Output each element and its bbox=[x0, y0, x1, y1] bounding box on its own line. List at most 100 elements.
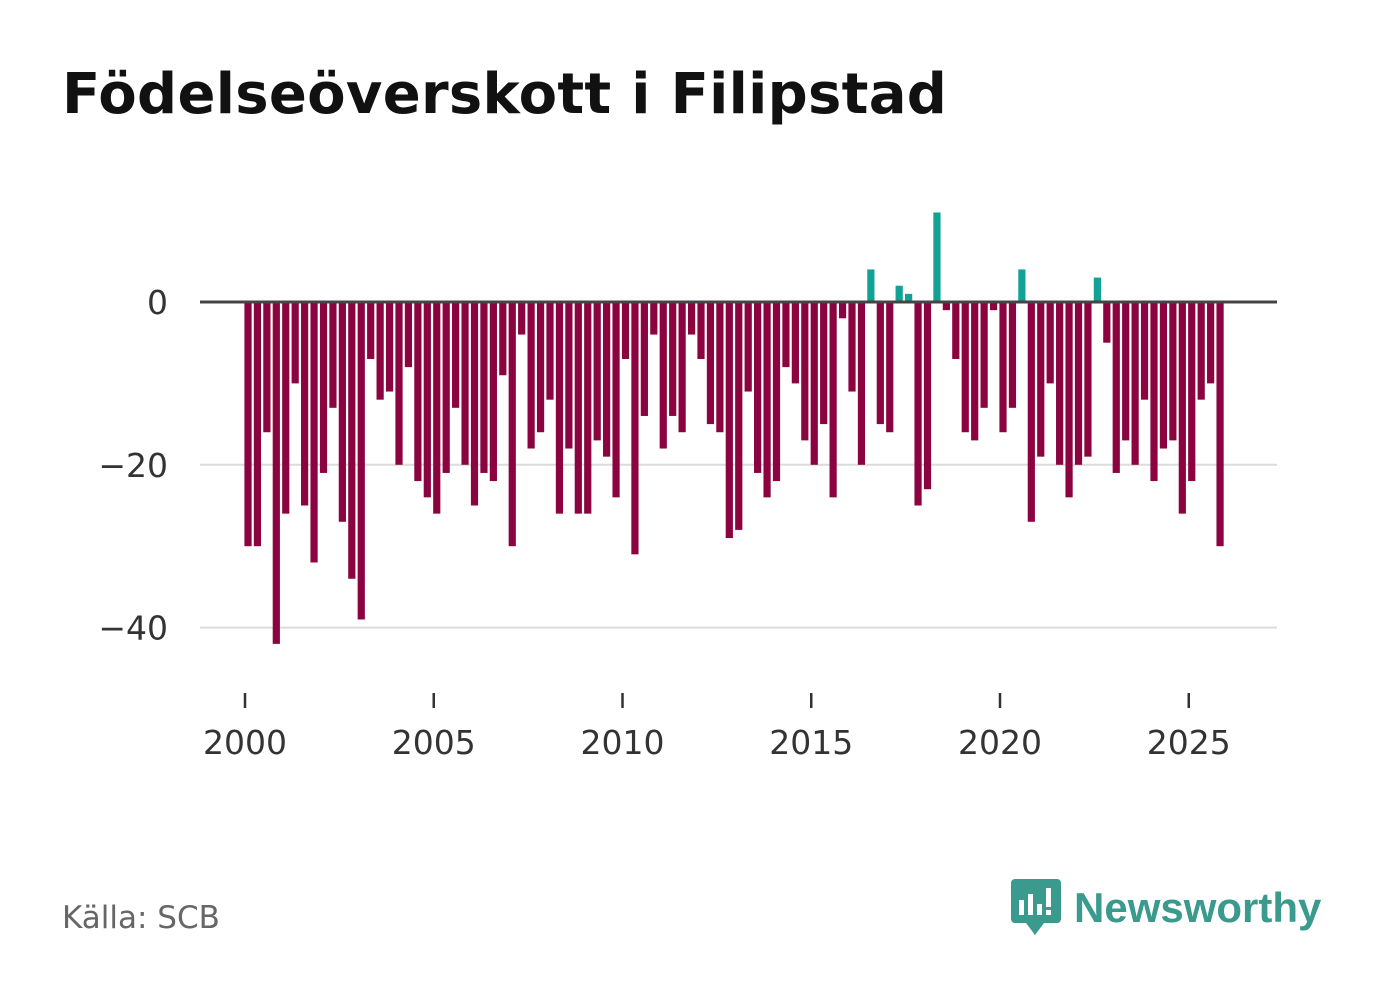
x-axis-ticks: 2000 2005 2010 2015 2020 2025 bbox=[203, 693, 1231, 762]
bar bbox=[1197, 302, 1205, 400]
bar bbox=[999, 302, 1007, 433]
bar bbox=[461, 302, 469, 465]
bar bbox=[848, 302, 856, 392]
bar bbox=[480, 302, 488, 473]
bar bbox=[357, 302, 365, 620]
bar bbox=[716, 302, 724, 433]
bar bbox=[1046, 302, 1054, 384]
bar bbox=[971, 302, 979, 441]
bar bbox=[1084, 302, 1092, 457]
bar bbox=[546, 302, 554, 400]
bar bbox=[1065, 302, 1073, 498]
bar-series bbox=[244, 212, 1224, 644]
bar bbox=[838, 302, 847, 319]
source-label: Källa: SCB bbox=[62, 900, 220, 936]
bar bbox=[1159, 302, 1168, 449]
bar bbox=[565, 302, 573, 449]
bar bbox=[527, 302, 535, 449]
bar bbox=[725, 302, 733, 539]
bar bbox=[603, 302, 611, 457]
bar bbox=[933, 212, 941, 302]
bar bbox=[810, 302, 818, 465]
bar bbox=[319, 302, 328, 473]
bar bbox=[1169, 302, 1177, 441]
bar bbox=[593, 302, 601, 441]
bar bbox=[1188, 302, 1196, 482]
x-tick-label: 2010 bbox=[581, 723, 665, 762]
bar bbox=[423, 302, 431, 498]
bar bbox=[338, 302, 346, 522]
chart-title: Födelseöverskott i Filipstad bbox=[62, 62, 948, 127]
bar bbox=[1122, 302, 1130, 441]
bar bbox=[659, 302, 667, 449]
bar bbox=[876, 302, 884, 425]
y-axis-ticks: 0 −20 −40 bbox=[98, 283, 168, 648]
bar bbox=[499, 302, 507, 376]
bar bbox=[536, 302, 545, 433]
bar bbox=[782, 302, 790, 368]
bar bbox=[452, 302, 460, 408]
bar bbox=[1140, 302, 1149, 400]
bar bbox=[621, 302, 630, 359]
bar bbox=[989, 302, 998, 311]
bar bbox=[697, 302, 705, 359]
x-tick-label: 2005 bbox=[392, 723, 476, 762]
bar bbox=[1207, 302, 1215, 384]
bar bbox=[1074, 302, 1083, 465]
bar bbox=[914, 302, 922, 506]
bar bbox=[772, 302, 781, 482]
bar bbox=[282, 302, 290, 514]
bar bbox=[886, 302, 894, 433]
bar bbox=[555, 302, 564, 514]
bar bbox=[329, 302, 337, 408]
bar bbox=[385, 302, 394, 392]
bar bbox=[367, 302, 375, 359]
bar bbox=[640, 302, 648, 416]
bar bbox=[612, 302, 620, 498]
bar bbox=[348, 302, 356, 579]
bar bbox=[1008, 302, 1017, 408]
bar bbox=[508, 302, 516, 547]
bar bbox=[1056, 302, 1064, 465]
bar bbox=[942, 302, 950, 311]
bar bbox=[1112, 302, 1120, 473]
bar bbox=[263, 302, 271, 433]
bar bbox=[735, 302, 743, 530]
bar bbox=[801, 302, 809, 441]
bar bbox=[433, 302, 441, 514]
brand-name: Newsworthy bbox=[1074, 884, 1322, 931]
y-tick-label: 0 bbox=[147, 283, 168, 322]
x-tick-label: 2000 bbox=[203, 723, 287, 762]
bar bbox=[253, 302, 262, 547]
bar bbox=[489, 302, 497, 482]
bar bbox=[687, 302, 696, 335]
bar bbox=[442, 302, 450, 473]
x-tick-label: 2015 bbox=[769, 723, 853, 762]
x-tick-label: 2025 bbox=[1147, 723, 1231, 762]
bar bbox=[1131, 302, 1139, 465]
newsworthy-logo-icon bbox=[1011, 879, 1061, 935]
bar bbox=[1150, 302, 1158, 482]
bar bbox=[584, 302, 592, 514]
bar bbox=[980, 302, 988, 408]
bar bbox=[376, 302, 384, 400]
bar bbox=[763, 302, 771, 498]
y-tick-label: −20 bbox=[98, 446, 168, 485]
bar bbox=[1216, 302, 1224, 547]
bar bbox=[791, 302, 799, 384]
bar bbox=[310, 302, 318, 563]
bar bbox=[1103, 302, 1111, 343]
bar bbox=[754, 302, 762, 473]
bar bbox=[301, 302, 309, 506]
bar bbox=[518, 302, 526, 335]
bar bbox=[961, 302, 969, 433]
brand-logo[interactable]: Newsworthy bbox=[1010, 878, 1321, 938]
bar bbox=[650, 302, 658, 335]
bar bbox=[867, 269, 875, 302]
bar bbox=[395, 302, 403, 465]
bar bbox=[631, 302, 639, 555]
bar bbox=[857, 302, 866, 465]
bar bbox=[952, 302, 960, 359]
bar bbox=[744, 302, 752, 392]
